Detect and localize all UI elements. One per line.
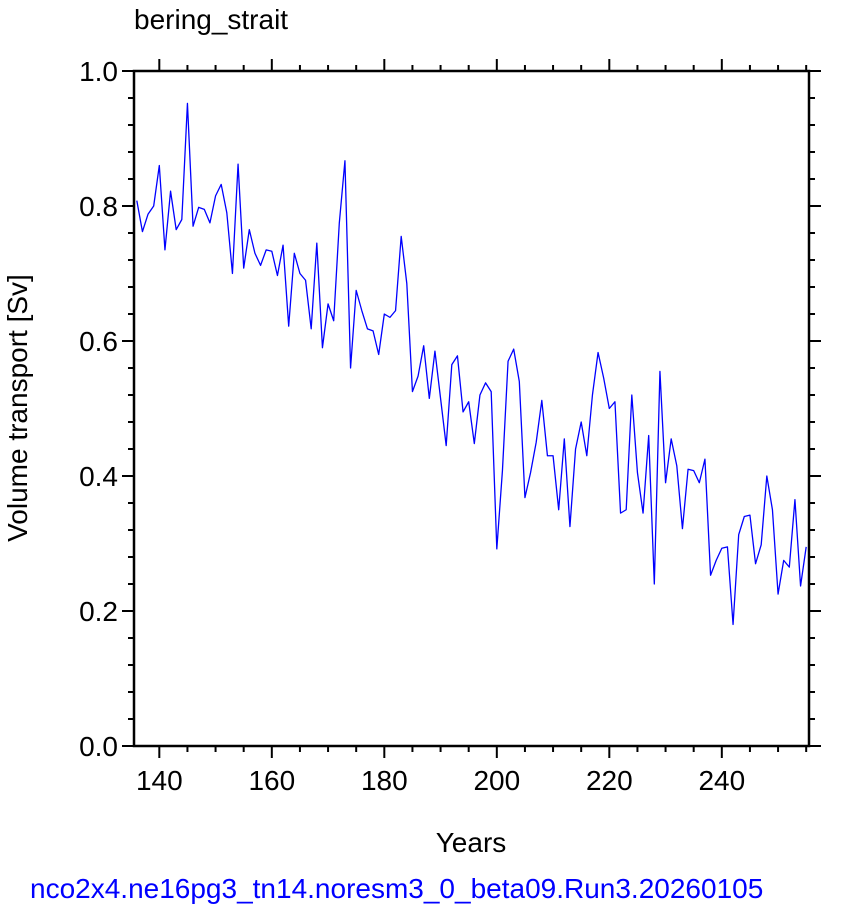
tick-layer: 0.0 0.2 0.4 0.6 0.8 1.0 140 160 180 200 220 240 <box>79 56 821 796</box>
y-tick-label: 0.2 <box>79 596 118 627</box>
x-tick-label: 140 <box>136 765 183 796</box>
series-layer <box>136 102 807 626</box>
y-tick-label: 0.8 <box>79 191 118 222</box>
footer-caption: nco2x4.ne16pg3_tn14.noresm3_0_beta09.Run… <box>30 873 763 904</box>
y-tick-label: 0.6 <box>79 326 118 357</box>
series-line <box>136 102 807 626</box>
y-tick-label: 0.0 <box>79 731 118 762</box>
x-tick-label: 180 <box>361 765 408 796</box>
x-tick-label: 160 <box>248 765 295 796</box>
chart-title: bering_strait <box>134 4 288 35</box>
x-tick-label: 220 <box>586 765 633 796</box>
plot-frame <box>132 69 811 748</box>
x-tick-label: 240 <box>698 765 745 796</box>
y-tick-label: 0.4 <box>79 461 118 492</box>
y-tick-label: 1.0 <box>79 56 118 87</box>
y-axis-label: Volume transport [Sv] <box>2 274 33 542</box>
x-tick-label: 200 <box>473 765 520 796</box>
x-axis-label: Years <box>436 827 507 858</box>
